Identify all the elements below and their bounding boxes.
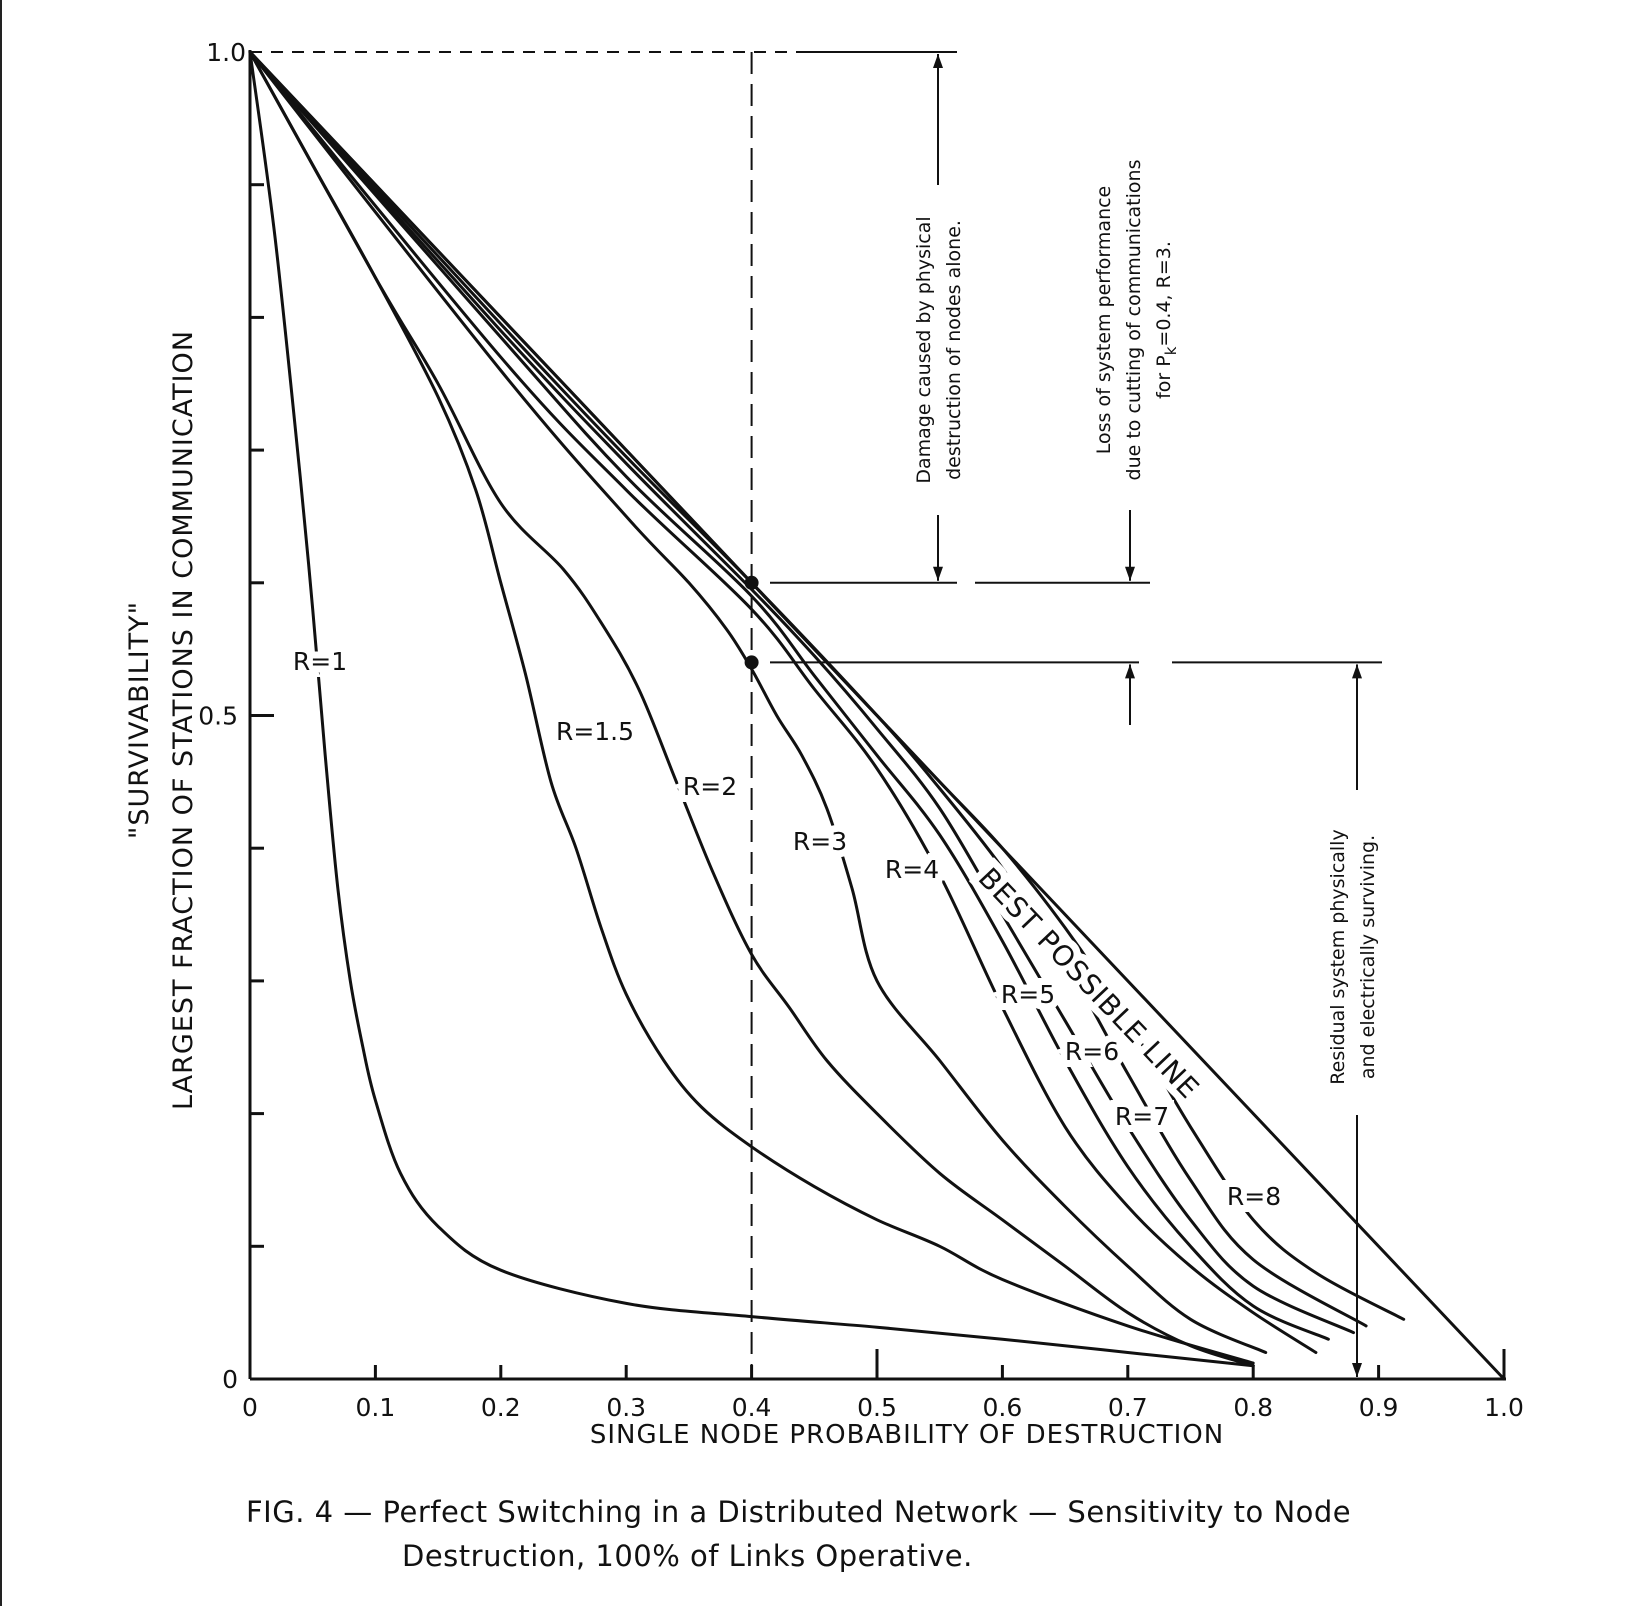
loss-annotation-suffix: =0.4, R=3. <box>1153 241 1175 346</box>
curve-label-r-8: R=8 <box>1227 1182 1281 1211</box>
caption-line-2: Destruction, 100% of Links Operative. <box>402 1539 973 1573</box>
curve-r-7 <box>248 50 1368 1328</box>
residual-annotation-line-1: Residual system physically <box>1327 829 1349 1084</box>
damage-arrow-down <box>933 566 943 581</box>
y-axis-title-line-1: "SURVIVABILITY" <box>124 601 155 839</box>
loss-annotation-line-1: Loss of system performance <box>1093 186 1115 454</box>
loss-annotation-line-2: due to cutting of communications <box>1123 160 1145 481</box>
axes: 0 0.1 0.2 0.3 0.4 0.5 0.6 0.7 0.8 0.9 1.0 0 0.5 1.0 SI… <box>124 38 1524 1450</box>
loss-annotation-prefix: for P <box>1153 355 1175 399</box>
curve-r-5 <box>248 50 1330 1341</box>
loss-annotation-line-3: for Pk=0.4, R=3. <box>1153 241 1180 399</box>
x-tick-label: 1.0 <box>1484 1393 1524 1422</box>
curve-r-1-5 <box>248 50 1255 1365</box>
curve-label-r-3: R=3 <box>793 827 847 856</box>
damage-arrow-up <box>933 54 943 68</box>
curve-label-r-1-5: R=1.5 <box>556 717 634 746</box>
caption-line-1: FIG. 4 — Perfect Switching in a Distribu… <box>246 1495 1352 1529</box>
data-point-marker <box>744 575 759 590</box>
y-axis-title-line-2: LARGEST FRACTION OF STATIONS IN COMMUNIC… <box>168 330 199 1110</box>
x-tick-label: 0.1 <box>356 1393 396 1422</box>
x-axis-title: SINGLE NODE PROBABILITY OF DESTRUCTION <box>590 1420 1224 1450</box>
curve-label-r-4: R=4 <box>885 855 939 884</box>
damage-annotation-line-1: Damage caused by physical <box>913 216 935 483</box>
residual-annotation-line-2: and electrically surviving. <box>1357 835 1379 1079</box>
loss-annotation-subscript: k <box>1162 346 1180 355</box>
curves <box>248 50 1506 1381</box>
x-tick-label: 0.9 <box>1359 1393 1399 1422</box>
x-tick-label: 0.4 <box>732 1393 772 1422</box>
data-point-marker <box>744 655 759 670</box>
y-tick-label: 1.0 <box>206 38 246 67</box>
curve-label-r-1: R=1 <box>293 647 347 676</box>
curve-r-1 <box>248 50 1255 1368</box>
loss-arrow-up <box>1125 664 1135 679</box>
x-tick-label: 0 <box>242 1393 258 1422</box>
curve-label-r-6: R=6 <box>1065 1037 1119 1066</box>
x-tick-label: 0.3 <box>606 1393 646 1422</box>
curve-label-r-2: R=2 <box>683 772 737 801</box>
loss-arrow-down <box>1125 566 1135 581</box>
reference-lines <box>250 51 952 1379</box>
annotations: Damage caused by physical destruction of … <box>770 51 1382 1377</box>
curve-r-3 <box>248 50 1268 1354</box>
curve-label-r-5: R=5 <box>1001 980 1055 1009</box>
curve-best-possible-line <box>248 50 1506 1381</box>
curve-label-r-7: R=7 <box>1115 1102 1169 1131</box>
residual-arrow-up <box>1352 664 1362 679</box>
x-tick-label: 0.2 <box>481 1393 521 1422</box>
y-tick-label: 0 <box>222 1365 238 1394</box>
residual-arrow-down <box>1352 1363 1362 1377</box>
x-tick-label: 0.5 <box>857 1393 897 1422</box>
y-tick-label: 0.5 <box>198 702 238 731</box>
x-tick-label: 0.6 <box>983 1393 1023 1422</box>
x-tick-label: 0.8 <box>1233 1393 1273 1422</box>
damage-annotation-line-2: destruction of nodes alone. <box>943 220 965 480</box>
figure-caption: FIG. 4 — Perfect Switching in a Distribu… <box>246 1490 1446 1578</box>
curve-r-4 <box>248 50 1318 1354</box>
x-tick-label: 0.7 <box>1108 1393 1148 1422</box>
curve-r-2 <box>248 50 1255 1368</box>
curve-r-8 <box>248 50 1406 1321</box>
curve-r-6 <box>248 50 1355 1335</box>
